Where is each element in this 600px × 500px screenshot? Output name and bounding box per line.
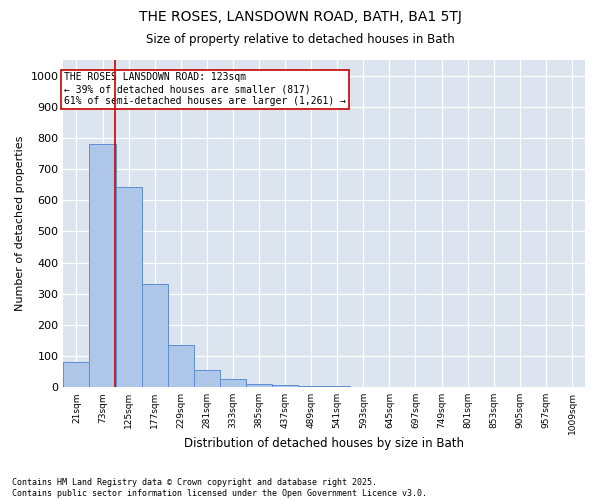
Y-axis label: Number of detached properties: Number of detached properties bbox=[15, 136, 25, 312]
Bar bbox=[324, 386, 350, 387]
Bar bbox=[376, 386, 403, 387]
Bar bbox=[116, 187, 142, 387]
Text: Size of property relative to detached houses in Bath: Size of property relative to detached ho… bbox=[146, 32, 454, 46]
Bar bbox=[194, 370, 220, 387]
Bar bbox=[168, 345, 194, 387]
X-axis label: Distribution of detached houses by size in Bath: Distribution of detached houses by size … bbox=[184, 437, 464, 450]
Bar bbox=[350, 386, 376, 387]
Text: THE ROSES, LANSDOWN ROAD, BATH, BA1 5TJ: THE ROSES, LANSDOWN ROAD, BATH, BA1 5TJ bbox=[139, 10, 461, 24]
Bar bbox=[89, 144, 116, 387]
Text: Contains HM Land Registry data © Crown copyright and database right 2025.
Contai: Contains HM Land Registry data © Crown c… bbox=[12, 478, 427, 498]
Bar bbox=[298, 386, 324, 387]
Bar bbox=[64, 362, 89, 387]
Bar bbox=[142, 284, 168, 387]
Bar bbox=[272, 384, 298, 387]
Text: THE ROSES LANSDOWN ROAD: 123sqm
← 39% of detached houses are smaller (817)
61% o: THE ROSES LANSDOWN ROAD: 123sqm ← 39% of… bbox=[64, 72, 346, 106]
Bar bbox=[220, 380, 246, 387]
Bar bbox=[246, 384, 272, 387]
